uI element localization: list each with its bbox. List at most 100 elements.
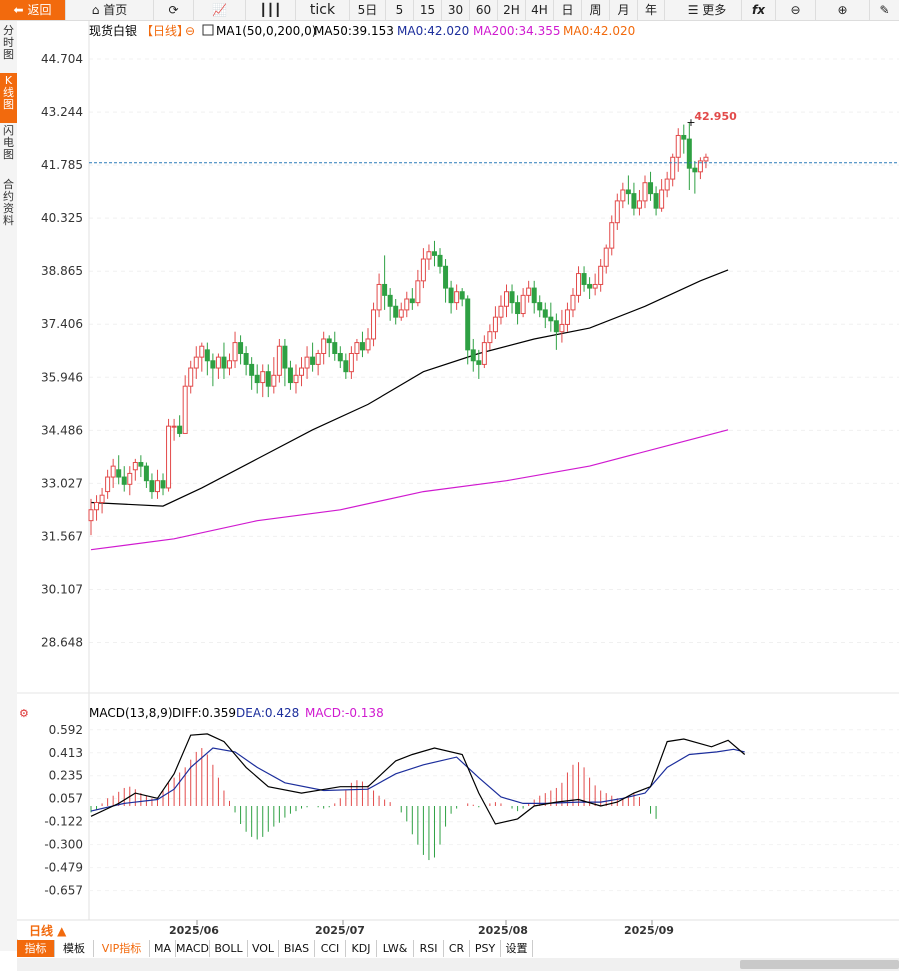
candle-body bbox=[692, 167, 698, 173]
candle-body bbox=[609, 222, 615, 249]
period-button-4[interactable]: 60 bbox=[470, 0, 498, 20]
candle-body bbox=[143, 465, 149, 482]
candle-body bbox=[166, 425, 172, 489]
candle-body bbox=[465, 298, 471, 351]
candle-body bbox=[393, 305, 399, 318]
price-tick-label: 37.406 bbox=[41, 317, 83, 331]
indicator-tab-13[interactable]: PSY bbox=[470, 940, 501, 957]
candle-body bbox=[636, 200, 642, 209]
period-dropdown[interactable] bbox=[17, 922, 83, 939]
diff-line bbox=[90, 733, 746, 825]
macd-settings-icon[interactable]: ⚙ bbox=[19, 707, 29, 720]
ma200-line bbox=[90, 429, 729, 551]
candle-body bbox=[110, 465, 116, 478]
price-tick-label: 28.648 bbox=[41, 635, 83, 649]
macd-histogram bbox=[90, 748, 657, 861]
high-price-label: 42.950 bbox=[694, 110, 737, 123]
indicator-tab-8[interactable]: CCI bbox=[315, 940, 346, 957]
candles bbox=[88, 122, 709, 536]
indicator-tab-0[interactable]: 指标 bbox=[17, 940, 55, 957]
scrollbar-thumb[interactable] bbox=[740, 960, 899, 969]
kline-chart[interactable]: 现货白银 【日线】 ⊖ MA1(50,0,200,0) MA50:39.153 … bbox=[17, 21, 899, 939]
indicator-tab-7[interactable]: BIAS bbox=[279, 940, 315, 957]
settings-icon[interactable]: ⊖ bbox=[185, 24, 195, 38]
candle-body bbox=[653, 193, 659, 209]
indicator-tab-9[interactable]: KDJ bbox=[346, 940, 377, 957]
more-button[interactable]: ☰ 更多 bbox=[673, 0, 742, 20]
period-button-5[interactable]: 2H bbox=[498, 0, 526, 20]
candle-body bbox=[221, 356, 227, 369]
zoom-in-button[interactable]: ⊕ bbox=[816, 0, 870, 20]
period-button-1[interactable]: 5 bbox=[386, 0, 414, 20]
candle-body bbox=[476, 360, 482, 365]
candle-body bbox=[199, 345, 205, 358]
indicator-tab-3[interactable]: MA bbox=[150, 940, 176, 957]
formula-button[interactable]: fx bbox=[742, 0, 776, 20]
candle-body bbox=[127, 472, 133, 485]
candle-body bbox=[426, 251, 432, 260]
indicator-tab-11[interactable]: RSI bbox=[414, 940, 444, 957]
indicator-tab-14[interactable]: 设置 bbox=[501, 940, 533, 957]
candle-body bbox=[348, 353, 354, 373]
tick-button[interactable]: tick bbox=[296, 0, 350, 20]
period-button-8[interactable]: 周 bbox=[582, 0, 610, 20]
indicator-tab-1[interactable]: 模板 bbox=[55, 940, 94, 957]
indicator-tab-4[interactable]: MACD bbox=[176, 940, 210, 957]
candle-body bbox=[315, 353, 321, 365]
sidebar-item-timeshare[interactable]: 分时图 bbox=[3, 24, 14, 61]
candle-body bbox=[520, 294, 526, 315]
candle-body bbox=[232, 342, 238, 362]
candle-chart-button[interactable]: ┃┃┃ bbox=[246, 0, 296, 20]
line-chart-button[interactable]: 📈 bbox=[194, 0, 246, 20]
menu-icon: ☰ bbox=[687, 3, 699, 17]
indicator-picture-icon[interactable] bbox=[202, 24, 214, 36]
period-button-9[interactable]: 月 bbox=[610, 0, 638, 20]
candle-body bbox=[537, 302, 543, 311]
back-button[interactable]: ⬅ 返回 bbox=[0, 0, 66, 20]
zoom-out-icon: ⊖ bbox=[790, 3, 801, 17]
candle-body bbox=[437, 254, 443, 267]
period-button-6[interactable]: 4H bbox=[526, 0, 554, 20]
sidebar-item-kline[interactable]: K线图 bbox=[0, 73, 17, 123]
candle-body bbox=[227, 360, 232, 369]
refresh-button[interactable]: ⟳ bbox=[154, 0, 194, 20]
macd-tick-label: -0.122 bbox=[44, 815, 83, 829]
candle-body bbox=[587, 283, 593, 289]
date-tick-label: 2025/06 bbox=[169, 924, 219, 937]
sidebar-item-lightning[interactable]: 闪电图 bbox=[3, 124, 14, 161]
grid-lines bbox=[89, 58, 899, 643]
period-button-2[interactable]: 15 bbox=[414, 0, 442, 20]
period-button-3[interactable]: 30 bbox=[442, 0, 470, 20]
draw-button[interactable]: ✎ bbox=[870, 0, 899, 20]
period-button-10[interactable]: 年 bbox=[638, 0, 665, 20]
candle-body bbox=[625, 189, 631, 195]
indicator-tab-12[interactable]: CR bbox=[444, 940, 470, 957]
indicator-tab-2[interactable]: VIP指标 bbox=[94, 940, 150, 957]
macd-axis: 0.592 0.413 0.235 0.057 -0.122 -0.300 -0.479 -0… bbox=[44, 723, 899, 898]
zoom-out-button[interactable]: ⊖ bbox=[776, 0, 816, 20]
indicator-tab-5[interactable]: BOLL bbox=[210, 940, 248, 957]
ma50-path bbox=[90, 269, 729, 507]
candle-body bbox=[542, 309, 548, 318]
macd-legend-dea: DEA:0.428 bbox=[236, 706, 299, 720]
date-axis: 2025/06 2025/07 2025/08 2025/09 bbox=[169, 920, 674, 937]
legend-ma0b: MA0:42.020 bbox=[563, 24, 635, 38]
chart-scrollbar[interactable] bbox=[17, 958, 899, 971]
candle-body bbox=[121, 476, 127, 485]
candle-body bbox=[204, 349, 210, 362]
indicator-tab-10[interactable]: LW& bbox=[377, 940, 414, 957]
period-button-0[interactable]: 5日 bbox=[350, 0, 386, 20]
date-tick-label: 2025/08 bbox=[478, 924, 528, 937]
candle-body bbox=[504, 291, 509, 307]
candle-body bbox=[149, 480, 155, 493]
sidebar-item-contract[interactable]: 合约资料 bbox=[3, 178, 14, 227]
ma200-path bbox=[90, 429, 729, 551]
legend-ma-name: MA1(50,0,200,0) bbox=[216, 24, 316, 38]
indicator-tab-6[interactable]: VOL bbox=[248, 940, 279, 957]
home-button[interactable]: ⌂ 首页 bbox=[66, 0, 154, 20]
candle-body bbox=[459, 291, 465, 300]
candle-body bbox=[598, 265, 604, 285]
candle-body bbox=[210, 360, 216, 369]
price-tick-label: 34.486 bbox=[41, 423, 83, 437]
period-button-7[interactable]: 日 bbox=[554, 0, 582, 20]
